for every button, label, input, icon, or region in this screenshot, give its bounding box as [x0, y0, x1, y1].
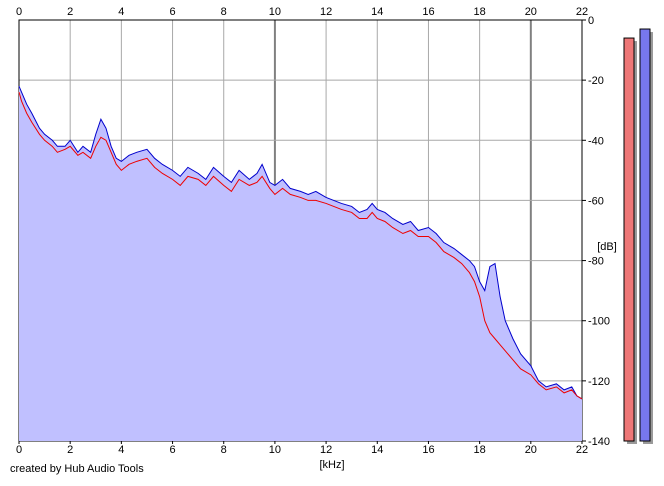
y-tick-label: -80	[588, 256, 604, 268]
x-tick-label-top: 0	[16, 6, 22, 18]
x-axis-label: [kHz]	[319, 459, 344, 471]
x-tick-label-top: 2	[67, 6, 73, 18]
y-tick-label: -40	[588, 135, 604, 147]
x-tick-label-bottom: 8	[221, 444, 227, 456]
y-tick-label: -120	[588, 376, 610, 388]
level-meter-bar-1	[639, 28, 651, 442]
series-line-1	[18, 92, 583, 400]
y-tick-label: -100	[588, 316, 610, 328]
x-tick-label-top: 16	[422, 6, 434, 18]
x-tick-label-bottom: 14	[371, 444, 383, 456]
tick-layer: 002244668810101212141416161818202022220-…	[16, 6, 610, 456]
x-tick-label-top: 8	[221, 6, 227, 18]
y-tick-label: -60	[588, 195, 604, 207]
credit-text: created by Hub Audio Tools	[10, 463, 144, 475]
series-layer	[18, 85, 583, 400]
x-tick-label-top: 10	[269, 6, 281, 18]
level-meter-bar-0	[623, 37, 635, 442]
x-tick-label-bottom: 20	[525, 444, 537, 456]
x-tick-label-bottom: 18	[474, 444, 486, 456]
x-tick-label-bottom: 0	[16, 444, 22, 456]
x-tick-label-bottom: 12	[320, 444, 332, 456]
x-tick-label-bottom: 10	[269, 444, 281, 456]
meter-layer	[623, 28, 653, 445]
x-tick-label-top: 22	[576, 6, 588, 18]
fill-layer	[19, 86, 582, 442]
x-tick-label-top: 20	[525, 6, 537, 18]
x-tick-label-top: 18	[474, 6, 486, 18]
x-tick-label-bottom: 2	[67, 444, 73, 456]
x-tick-label-bottom: 4	[118, 444, 124, 456]
x-tick-label-bottom: 16	[422, 444, 434, 456]
y-tick-label: 0	[588, 15, 594, 27]
x-tick-label-top: 12	[320, 6, 332, 18]
x-tick-label-top: 4	[118, 6, 124, 18]
spectrum-area-fill	[19, 86, 582, 442]
series-line-0	[18, 85, 583, 400]
y-tick-label: -20	[588, 75, 604, 87]
y-axis-label: [dB]	[597, 241, 617, 253]
y-tick-label: -140	[588, 436, 610, 448]
x-tick-label-bottom: 22	[576, 444, 588, 456]
x-tick-label-top: 14	[371, 6, 383, 18]
x-tick-label-top: 6	[169, 6, 175, 18]
x-tick-label-bottom: 6	[169, 444, 175, 456]
